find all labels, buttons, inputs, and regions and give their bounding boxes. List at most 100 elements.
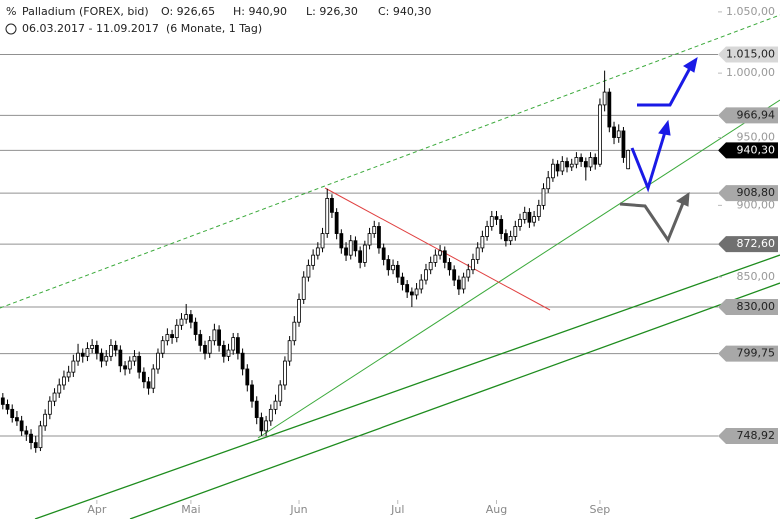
candle-body	[522, 211, 527, 220]
candle-body	[146, 381, 151, 389]
price-flag-label: 908,80	[737, 186, 776, 199]
candle-body	[184, 314, 189, 320]
candle-body	[527, 211, 532, 223]
candle-body	[442, 250, 447, 263]
candle-body	[438, 250, 442, 256]
candle-body	[555, 163, 560, 172]
candle-body	[362, 244, 367, 263]
candle-body	[475, 247, 480, 260]
candle-body	[565, 161, 569, 168]
candle-body	[381, 247, 386, 260]
candle-body	[621, 130, 626, 158]
candle-body	[109, 344, 113, 357]
candle-body	[203, 344, 207, 354]
candle-body	[301, 276, 306, 300]
ohlc-open: O: 926,65	[161, 5, 215, 18]
candle-body	[231, 337, 236, 351]
candle-body	[616, 130, 621, 138]
period: (6 Monate, 1 Tag)	[166, 22, 262, 35]
candle-body	[141, 371, 146, 383]
candle-body	[485, 226, 489, 237]
candle-body	[236, 337, 240, 354]
candle-body	[33, 442, 38, 449]
candle-body	[536, 204, 541, 217]
candle-body	[330, 198, 334, 213]
levels	[0, 53, 718, 437]
candle-body	[165, 334, 170, 342]
price-flag-label: 748,92	[737, 429, 776, 442]
axis: 1.050,00 1.000,00 950,00 900,00 850,00 1.015,…	[87, 5, 778, 516]
candle-body	[499, 218, 504, 234]
annotations	[0, 14, 780, 519]
price-flag	[718, 428, 778, 445]
candle-body	[358, 250, 363, 263]
candle-body	[480, 236, 485, 249]
candle-body	[532, 216, 537, 223]
candle-body	[353, 240, 358, 252]
candle-body	[151, 368, 156, 389]
candle-body	[80, 352, 85, 357]
candle-body	[52, 392, 57, 402]
trend-line	[129, 282, 780, 519]
arrowhead	[658, 119, 671, 136]
candle-body	[626, 149, 631, 170]
candle-body	[588, 157, 593, 168]
icon: %	[6, 5, 16, 18]
candle-body	[607, 91, 612, 128]
candle-body	[569, 163, 574, 168]
channel-line	[0, 14, 780, 309]
candle-body	[419, 279, 424, 290]
candle-body	[250, 384, 254, 402]
arrow	[619, 202, 685, 244]
candle-body	[339, 233, 344, 249]
candle-body	[494, 216, 499, 220]
candle-body	[377, 226, 381, 249]
candle-body	[574, 157, 579, 165]
candle-body	[541, 188, 546, 206]
candle-body	[43, 413, 48, 427]
candle-body	[76, 352, 80, 362]
candle-body	[306, 264, 311, 278]
candle-body	[198, 334, 203, 346]
candle-body	[452, 269, 457, 281]
header: % Palladium (FOREX, bid) O: 926,65 H: 94…	[5, 5, 431, 35]
candle-body	[598, 104, 602, 165]
candles	[0, 70, 631, 453]
candle-body	[325, 198, 330, 234]
ohlc-close: C: 940,30	[378, 5, 431, 18]
candle-body	[287, 340, 292, 362]
candle-body	[518, 218, 522, 227]
arrow	[630, 131, 667, 193]
candle-body	[551, 163, 555, 179]
trend-line	[34, 254, 780, 519]
price-flag	[718, 142, 778, 159]
candle-body	[104, 355, 109, 362]
candle-body	[254, 400, 259, 418]
candle-body	[85, 348, 90, 357]
candle-body	[99, 352, 104, 362]
candle-body	[283, 360, 287, 386]
x-tick-label: Aug	[486, 503, 507, 516]
candle-body	[315, 247, 320, 256]
candle-body	[137, 355, 142, 373]
candle-body	[62, 376, 66, 386]
y-tick-label: 1.050,00	[726, 5, 775, 18]
candle-body	[47, 400, 52, 415]
x-tick-label: Jul	[390, 503, 404, 516]
candle-body	[90, 344, 95, 349]
price-flag	[718, 107, 778, 124]
candle-body	[489, 216, 494, 227]
candle-body	[278, 384, 283, 402]
arrowhead	[683, 56, 698, 73]
candle-body	[546, 177, 551, 190]
ohlc-low: L: 926,30	[306, 5, 358, 18]
candle-body	[424, 269, 428, 281]
candle-body	[174, 324, 179, 339]
price-flag-label: 830,00	[737, 300, 776, 313]
y-tick-label: 950,00	[737, 131, 776, 144]
price-flag-label: 872,60	[737, 237, 776, 250]
trend-line	[257, 99, 780, 439]
clock-icon	[5, 23, 17, 35]
candle-body	[405, 284, 410, 293]
